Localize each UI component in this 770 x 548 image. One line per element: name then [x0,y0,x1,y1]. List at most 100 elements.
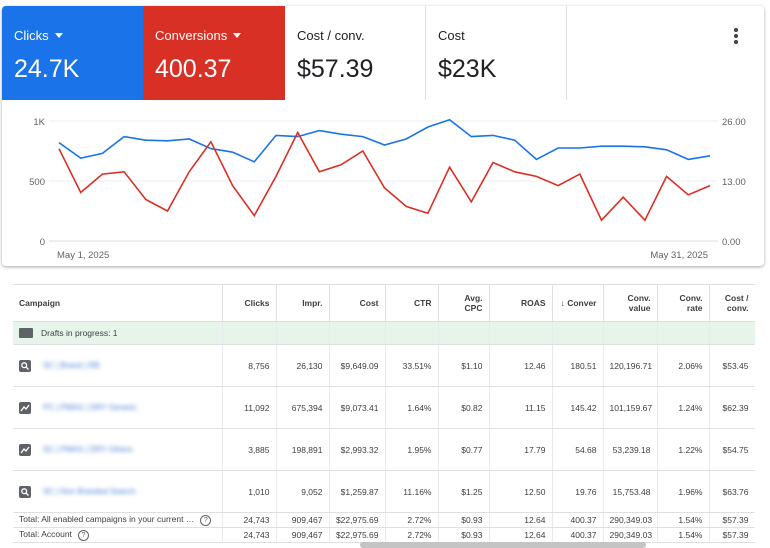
caret-down-icon[interactable] [54,33,63,38]
col-header-conv-rate[interactable]: Conv. rate [657,285,710,322]
y-right-tick: 0.00 [722,237,741,248]
series-line-conversions [58,130,711,222]
table-cell: 909,467 [276,527,330,543]
metric-value: $57.39 [297,55,374,83]
table-cell: $53.45 [709,344,755,387]
campaign-link[interactable]: SC | Non Branded Search [43,487,136,496]
metric-label: Clicks [14,28,49,43]
table-cell: $9,649.09 [329,344,386,387]
col-header-cost[interactable]: Cost [329,285,386,322]
table-row: SC | Brand | RB 8,756 26,130 $9,649.09 33.51… [13,344,755,387]
table-cell: 11.15 [489,386,553,429]
horizontal-scrollbar[interactable] [360,542,646,548]
table-cell: 24,743 [222,527,277,543]
table-cell: 54.68 [552,428,604,471]
table-cell: 675,394 [276,386,330,429]
campaign-link[interactable]: SC | Brand | RB [43,361,100,370]
table-cell: 11.16% [385,470,439,513]
campaign-link[interactable]: PC | PMAX | DRY Generic [43,403,137,412]
help-icon[interactable]: ? [77,530,89,541]
table-cell: 9,052 [276,470,330,513]
col-header-cost-per-conv[interactable]: Cost / conv. [709,285,755,322]
col-header-ctr[interactable]: CTR [385,285,439,322]
table-cell: $9,073.41 [329,386,386,429]
campaign-link[interactable]: SC | PMAX | DRY Others [43,445,133,454]
table-cell: 12.64 [489,512,553,528]
x-tick-start: May 1, 2025 [57,250,109,261]
table-cell: 1.24% [657,386,710,429]
col-header-conv-value[interactable]: Conv. value [603,285,658,322]
table-cell: $1.25 [438,470,490,513]
table-cell: 120,196.71 [603,344,658,387]
table-cell: $54.75 [709,428,755,471]
table-cell: $63.76 [709,470,755,513]
table-cell: 1.54% [657,512,710,528]
table-cell: 400.37 [552,527,604,543]
metric-value: $23K [438,55,497,83]
table-cell: 1.95% [385,428,439,471]
series-line-clicks [58,118,711,163]
metric-label: Cost / conv. [297,28,365,43]
table-cell: $22,975.69 [329,512,386,528]
table-cell: 1.96% [657,470,710,513]
drafts-row[interactable]: Drafts in progress: 1 [13,321,755,345]
table-cell: 12.46 [489,344,553,387]
chart-grid [49,120,718,242]
table-cell: 198,891 [276,428,330,471]
metric-tiles: Clicks 24.7K Conversions 400.37 Cost / c… [2,6,764,100]
table-cell: $57.39 [709,512,755,528]
performance-chart: 1K 500 0 26.00 13.00 0.00 May 1, 2025 Ma… [29,117,746,261]
more-options-icon[interactable] [726,26,746,48]
total-label: Total: All enabled campaigns in your cur… [19,514,195,524]
table-cell: 909,467 [276,512,330,528]
table-cell: 2.72% [385,527,439,543]
metric-tile-cost-per-conv[interactable]: Cost / conv. $57.39 [285,6,426,100]
col-header-campaign[interactable]: Campaign [13,285,223,322]
y-right-tick: 13.00 [722,177,746,188]
table-cell: $0.82 [438,386,490,429]
folder-icon [19,328,33,339]
table-cell: 145.42 [552,386,604,429]
metric-tile-clicks[interactable]: Clicks 24.7K [2,6,143,100]
table-cell: 1,010 [222,470,277,513]
y-left-tick: 0 [40,237,45,248]
metric-tile-conversions[interactable]: Conversions 400.37 [143,6,285,100]
performance-card: Clicks 24.7K Conversions 400.37 Cost / c… [2,6,764,266]
metric-tile-cost[interactable]: Cost $23K [426,6,567,100]
table-cell: 17.79 [489,428,553,471]
help-icon[interactable]: ? [200,515,212,526]
table-row: PC | PMAX | DRY Generic 11,092 675,394 $9,0… [13,386,755,429]
total-label: Total: Account [19,529,72,539]
search-icon [19,485,31,498]
table-cell: 1.22% [657,428,710,471]
table-cell: $0.93 [438,527,490,543]
table-cell: 2.06% [657,344,710,387]
col-header-roas[interactable]: ROAS [489,285,553,322]
metric-value: 400.37 [155,55,232,83]
y-left-tick: 500 [29,177,45,188]
caret-down-icon[interactable] [233,33,242,38]
table-cell: 15,753.48 [603,470,658,513]
metric-label: Cost [438,28,465,43]
col-header-impr[interactable]: Impr. [276,285,330,322]
table-row: SC | Non Branded Search 1,010 9,052 $1,259.… [13,470,755,513]
metric-value: 24.7K [14,55,80,83]
table-cell: $62.39 [709,386,755,429]
table-cell: 24,743 [222,512,277,528]
table-cell: $1.10 [438,344,490,387]
table-cell: 8,756 [222,344,277,387]
table-cell: 1.64% [385,386,439,429]
search-icon [19,359,31,372]
table-cell: 53,239.18 [603,428,658,471]
y-left-tick: 1K [33,117,45,128]
col-header-clicks[interactable]: Clicks [222,285,277,322]
x-tick-end: May 31, 2025 [650,250,708,261]
table-cell: $2,993.32 [329,428,386,471]
total-row: Total: All enabled campaigns in your cur… [13,512,755,528]
col-header-conversions[interactable]: ↓ Conver [552,285,604,322]
table-cell: 1.54% [657,527,710,543]
col-header-avg-cpc[interactable]: Avg. CPC [438,285,490,322]
table-cell: 19.76 [552,470,604,513]
table-cell: $22,975.69 [329,527,386,543]
trend-icon [19,443,31,456]
